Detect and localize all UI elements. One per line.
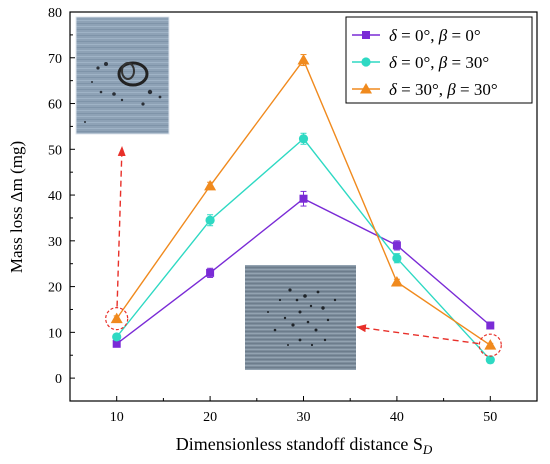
data-point xyxy=(110,312,123,324)
legend-label-part: β xyxy=(438,53,448,72)
data-point xyxy=(206,268,215,277)
y-tick-label: 30 xyxy=(48,235,62,250)
y-tick-label: 80 xyxy=(48,6,62,21)
legend-label: δ = 0°, β = 30° xyxy=(389,53,489,72)
x-tick-label: 40 xyxy=(390,410,404,425)
y-tick-label: 10 xyxy=(48,326,62,341)
x-axis-label-text: Dimensionless standoff distance S xyxy=(176,434,423,454)
series-layer xyxy=(110,54,497,365)
legend-label: δ = 0°, β = 0° xyxy=(389,26,481,45)
y-axis-ticks: 0 10 20 30 40 50 60 70 80 xyxy=(48,6,75,387)
legend-label-part: = 30° xyxy=(447,53,489,72)
data-point xyxy=(390,276,403,287)
y-tick-label: 20 xyxy=(48,281,62,296)
y-tick-label: 50 xyxy=(48,143,62,158)
data-point xyxy=(112,339,121,348)
data-point xyxy=(297,54,310,65)
annotation-arrow xyxy=(356,324,479,345)
data-point xyxy=(298,134,309,144)
highlight-circle xyxy=(105,307,129,331)
data-point xyxy=(205,215,215,225)
legend-label-part: = 30°, xyxy=(397,80,447,99)
x-axis-label-subscript: D xyxy=(422,442,433,457)
x-tick-label: 10 xyxy=(110,410,124,425)
x-axis-label: Dimensionless standoff distance SD xyxy=(176,434,433,457)
legend-label-part: β xyxy=(438,26,448,45)
legend-label-part: = 0°, xyxy=(397,53,439,72)
annotation-arrow xyxy=(116,146,126,307)
legend-marker xyxy=(362,31,370,39)
y-tick-label: 60 xyxy=(48,98,62,113)
data-point xyxy=(484,339,497,350)
legend-label-part: = 30° xyxy=(456,80,498,99)
x-tick-label: 20 xyxy=(203,410,217,425)
x-axis-ticks: 10 20 30 40 50 xyxy=(110,396,497,425)
legend-item: δ = 30°, β = 30° xyxy=(352,80,498,99)
legend-label-part: = 0° xyxy=(447,26,480,45)
data-point xyxy=(485,355,495,365)
series-3 xyxy=(110,54,497,350)
data-point xyxy=(112,332,122,342)
data-point xyxy=(204,179,217,191)
legend-label-part: δ xyxy=(389,53,398,72)
x-tick-label: 30 xyxy=(297,410,311,425)
annotation-layer xyxy=(105,146,502,357)
legend-item: δ = 0°, β = 0° xyxy=(352,26,481,45)
legend-marker xyxy=(361,57,371,67)
legend-label: δ = 30°, β = 30° xyxy=(389,80,498,99)
legend: δ = 0°, β = 0°δ = 0°, β = 30°δ = 30°, β … xyxy=(345,16,533,104)
y-tick-label: 70 xyxy=(48,52,62,67)
x-tick-label: 50 xyxy=(483,410,497,425)
y-tick-label: 0 xyxy=(55,372,62,387)
legend-label-part: β xyxy=(446,80,456,99)
series-2 xyxy=(112,132,495,365)
inset-image-top-left xyxy=(75,16,170,135)
legend-label-part: δ xyxy=(389,80,398,99)
legend-label-part: = 0°, xyxy=(397,26,439,45)
legend-item: δ = 0°, β = 30° xyxy=(352,53,489,72)
series-1 xyxy=(112,190,495,348)
legend-label-part: δ xyxy=(389,26,398,45)
highlight-circle xyxy=(478,333,502,357)
data-point xyxy=(299,194,308,203)
inset-image-bottom-center xyxy=(245,265,356,370)
y-axis-label: Mass loss Δm (mg) xyxy=(7,141,26,273)
data-point xyxy=(392,253,402,263)
data-point xyxy=(392,241,401,250)
legend-marker xyxy=(360,83,372,94)
y-tick-label: 40 xyxy=(48,189,62,204)
data-point xyxy=(486,321,495,330)
